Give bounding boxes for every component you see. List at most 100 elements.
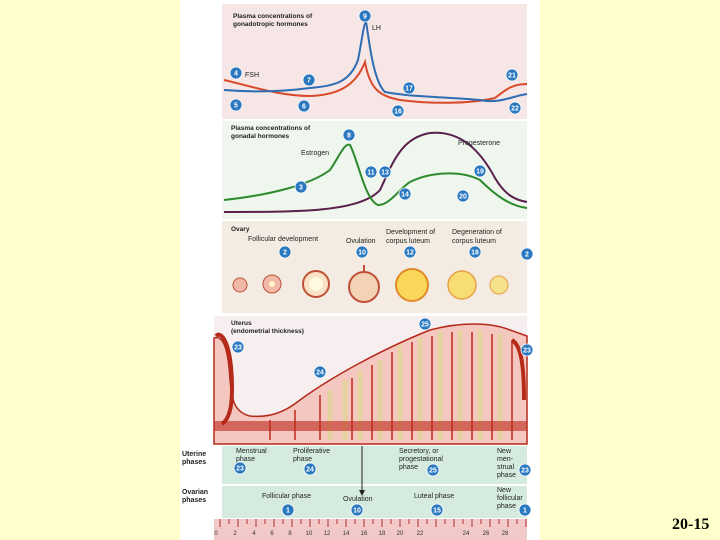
svg-text:9: 9 bbox=[363, 14, 367, 21]
ovarian-side-line2: phases bbox=[182, 497, 207, 504]
ovarian-side-line1: Ovarian bbox=[182, 489, 209, 496]
svg-text:12: 12 bbox=[406, 250, 414, 257]
day-tick-2: 2 bbox=[233, 531, 237, 537]
ovarian-phases-side-label: Ovarian phases bbox=[182, 489, 222, 505]
svg-text:25: 25 bbox=[421, 322, 429, 329]
menstrual-phase-2: phase bbox=[236, 456, 255, 463]
new-follicular-1: New bbox=[497, 487, 512, 494]
svg-text:4: 4 bbox=[234, 71, 238, 78]
svg-text:19: 19 bbox=[476, 169, 484, 176]
new-menstrual-2: men- bbox=[497, 456, 514, 463]
svg-text:2: 2 bbox=[525, 252, 529, 259]
svg-text:10: 10 bbox=[353, 508, 361, 515]
svg-text:24: 24 bbox=[316, 370, 324, 377]
svg-text:3: 3 bbox=[299, 185, 303, 192]
uterus-title-2: (endometrial thickness) bbox=[231, 328, 304, 335]
new-follicular-3: phase bbox=[497, 503, 516, 510]
svg-text:5: 5 bbox=[234, 103, 238, 110]
uterine-phases-band bbox=[222, 446, 527, 484]
luteal-phase-label: Luteal phase bbox=[414, 493, 454, 500]
svg-text:11: 11 bbox=[367, 170, 375, 177]
svg-text:22: 22 bbox=[511, 106, 519, 113]
ovary-title: Ovary bbox=[231, 226, 250, 233]
new-menstrual-4: phase bbox=[497, 472, 516, 479]
uterus-title-1: Uterus bbox=[231, 320, 252, 327]
day-tick-18: 18 bbox=[379, 531, 386, 537]
fsh-curve bbox=[223, 58, 528, 104]
day-tick-14: 14 bbox=[343, 531, 350, 537]
uterine-phase-badges: 23 24 25 23 bbox=[233, 461, 532, 477]
day-axis-ticks bbox=[219, 519, 527, 527]
ovulation-label: Ovulation bbox=[346, 238, 376, 245]
svg-text:14: 14 bbox=[401, 192, 409, 199]
svg-text:18: 18 bbox=[471, 250, 479, 257]
new-menstrual-3: strual bbox=[497, 464, 515, 471]
day-tick-26: 26 bbox=[483, 531, 490, 537]
svg-text:13: 13 bbox=[381, 170, 389, 177]
svg-text:10: 10 bbox=[358, 250, 366, 257]
gonadal-badges: 8 11 13 19 3 14 20 bbox=[294, 128, 487, 203]
svg-text:20: 20 bbox=[459, 194, 467, 201]
secretory-phase-1: Secretory, or bbox=[399, 448, 439, 455]
day-axis-labels: 0 2 4 6 8 10 12 14 16 18 20 22 24 26 28 bbox=[214, 531, 509, 537]
svg-text:17: 17 bbox=[405, 86, 413, 93]
day-tick-12: 12 bbox=[324, 531, 331, 537]
svg-text:15: 15 bbox=[433, 508, 441, 515]
secretory-phase-3: phase bbox=[399, 464, 418, 471]
endometrium-glands bbox=[327, 330, 503, 440]
day-tick-10: 10 bbox=[306, 531, 313, 537]
svg-text:23: 23 bbox=[523, 348, 531, 355]
estrogen-label: Estrogen bbox=[301, 150, 329, 157]
day-tick-8: 8 bbox=[288, 531, 292, 537]
secretory-phase-2: progestational bbox=[399, 456, 443, 463]
proliferative-phase-1: Proliferative bbox=[293, 448, 330, 455]
fsh-label: FSH bbox=[245, 72, 259, 79]
estrogen-curve bbox=[223, 143, 528, 209]
svg-text:8: 8 bbox=[347, 133, 351, 140]
ovarian-phase-badges: 1 10 15 1 bbox=[281, 503, 532, 517]
day-tick-20: 20 bbox=[397, 531, 404, 537]
uterine-side-line1: Uterine bbox=[182, 451, 207, 458]
uterine-phases-side-label: Uterine phases bbox=[182, 451, 222, 467]
day-tick-16: 16 bbox=[361, 531, 368, 537]
follicular-phase-label: Follicular phase bbox=[262, 493, 311, 500]
menstrual-wall bbox=[214, 332, 235, 426]
svg-text:1: 1 bbox=[523, 508, 527, 515]
new-menstrual-wall bbox=[510, 338, 526, 401]
progesterone-label: Progesterone bbox=[458, 140, 500, 147]
svg-text:23: 23 bbox=[521, 468, 529, 475]
svg-text:2: 2 bbox=[283, 250, 287, 257]
proliferative-phase-2: phase bbox=[293, 456, 312, 463]
svg-text:23: 23 bbox=[234, 345, 242, 352]
gonadal-title-1: Plasma concentrations of bbox=[231, 125, 311, 132]
day-tick-22: 22 bbox=[417, 531, 424, 537]
svg-text:6: 6 bbox=[302, 104, 306, 111]
follicular-development-label: Follicular development bbox=[248, 236, 318, 243]
new-follicular-2: follicular bbox=[497, 495, 523, 502]
ovulation-phase-label: Ovulation bbox=[343, 496, 373, 503]
uterine-side-line2: phases bbox=[182, 459, 207, 466]
svg-text:7: 7 bbox=[307, 78, 311, 85]
svg-text:23: 23 bbox=[236, 466, 244, 473]
svg-text:24: 24 bbox=[306, 467, 314, 474]
progesterone-curve bbox=[223, 131, 528, 213]
svg-text:16: 16 bbox=[394, 109, 402, 116]
day-tick-0: 0 bbox=[214, 531, 218, 537]
gonadotropic-title-2: gonadotropic hormones bbox=[233, 21, 308, 28]
menstrual-phase-1: Menstrual bbox=[236, 448, 267, 455]
day-tick-24: 24 bbox=[463, 531, 470, 537]
follicles bbox=[232, 265, 509, 303]
day-tick-4: 4 bbox=[252, 531, 256, 537]
gonadal-title-2: gonadal hormones bbox=[231, 133, 290, 140]
lh-label: LH bbox=[372, 25, 381, 32]
development-label-2: corpus luteum bbox=[386, 238, 430, 245]
new-menstrual-1: New bbox=[497, 448, 512, 455]
svg-text:21: 21 bbox=[508, 73, 516, 80]
slide-number: 20-15 bbox=[672, 516, 710, 533]
degeneration-label-1: Degeneration of bbox=[452, 229, 502, 236]
uterus-badges: 25 23 24 23 bbox=[231, 317, 534, 379]
day-tick-28: 28 bbox=[502, 531, 509, 537]
gonadotropic-title-1: Plasma concentrations of bbox=[233, 13, 313, 20]
development-label-1: Development of bbox=[386, 229, 435, 236]
